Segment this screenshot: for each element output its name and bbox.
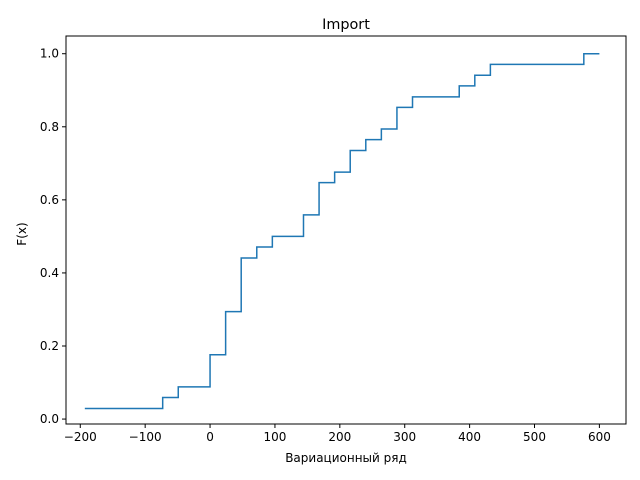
axes-frame [65, 35, 627, 425]
y-tick-label: 0.6 [40, 193, 59, 207]
x-tick-label: 300 [393, 430, 416, 444]
x-tick-label: 0 [206, 430, 214, 444]
y-tick-label: 0.8 [40, 120, 59, 134]
x-tick-label: 100 [263, 430, 286, 444]
y-tick-label: 1.0 [40, 47, 59, 61]
x-tick-label: 400 [458, 430, 481, 444]
x-axis-label: Вариационный ряд [285, 451, 407, 465]
x-tick-label: −100 [129, 430, 162, 444]
ecdf-step-line [84, 52, 600, 410]
x-axis: −200 −100 0 100 200 300 400 500 600 [64, 424, 611, 444]
y-axis: 0.0 0.2 0.4 0.6 0.8 1.0 [40, 47, 66, 426]
chart-title: Import [322, 17, 370, 33]
plot-area [84, 52, 600, 410]
y-tick-label: 0.4 [40, 266, 59, 280]
x-tick-label: 200 [328, 430, 351, 444]
x-tick-label: 600 [588, 430, 611, 444]
y-tick-label: 0.2 [40, 339, 59, 353]
y-tick-label: 0.0 [40, 412, 59, 426]
y-axis-label: F(x) [15, 222, 29, 245]
x-tick-label: −200 [64, 430, 97, 444]
x-tick-label: 500 [523, 430, 546, 444]
